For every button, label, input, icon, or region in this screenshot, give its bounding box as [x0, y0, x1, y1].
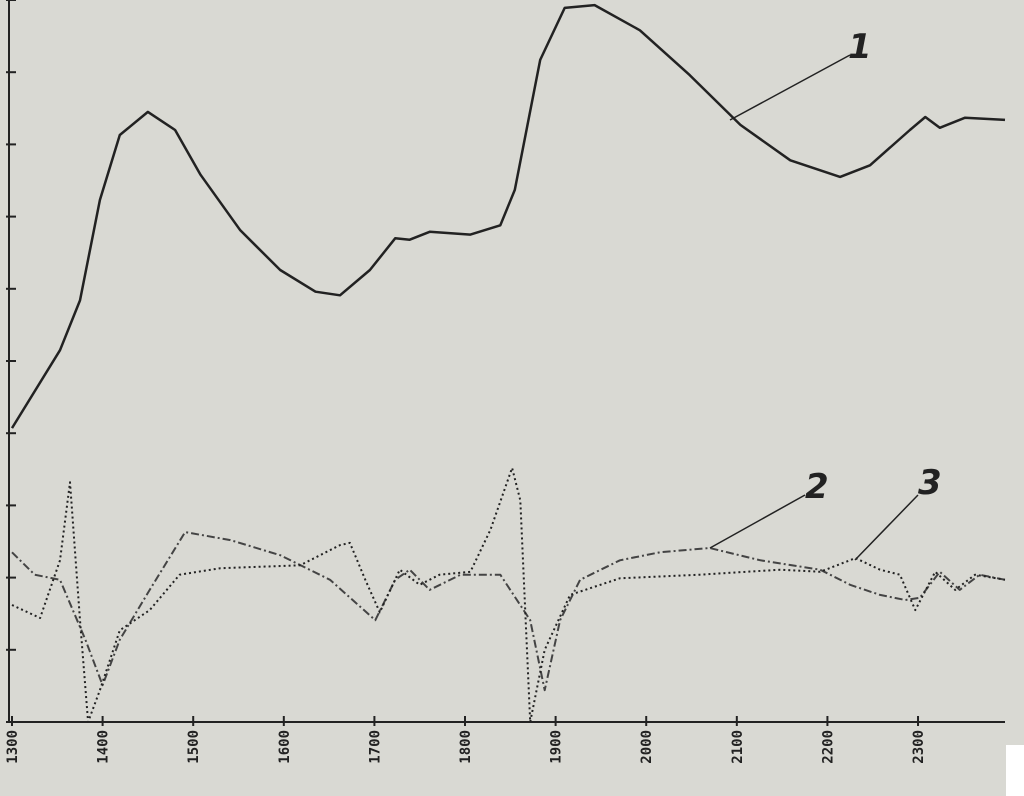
- leader-line: [854, 494, 919, 561]
- curve: [11, 466, 1006, 723]
- x-tick-label: 1300: [5, 730, 21, 764]
- x-tick-label: 2200: [820, 730, 836, 764]
- x-tick-label: 2300: [911, 730, 927, 764]
- leader-line: [729, 54, 851, 121]
- curve-label: 2: [805, 467, 829, 507]
- x-tick-label: 2100: [730, 730, 746, 764]
- x-tick-label: 1800: [458, 730, 474, 764]
- scan-edge: [1006, 745, 1024, 796]
- curve: [10, 3, 1006, 429]
- x-tick-label: 1500: [186, 730, 202, 764]
- x-tick-label: 2000: [639, 730, 655, 764]
- curve-label: 1: [848, 27, 872, 67]
- x-tick-label: 1400: [96, 730, 112, 764]
- leader-line: [709, 494, 806, 549]
- curve-label: 3: [918, 463, 942, 503]
- x-tick-label: 1900: [549, 730, 565, 764]
- x-tick-label: 1700: [367, 730, 383, 764]
- curve: [11, 531, 1006, 692]
- x-tick-label: 1600: [277, 730, 293, 764]
